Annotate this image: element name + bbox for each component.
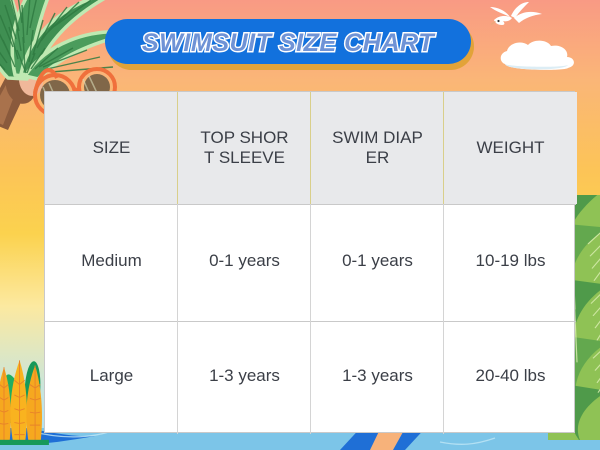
- svg-text:SWIMSUIT SIZE CHART: SWIMSUIT SIZE CHART: [142, 29, 436, 57]
